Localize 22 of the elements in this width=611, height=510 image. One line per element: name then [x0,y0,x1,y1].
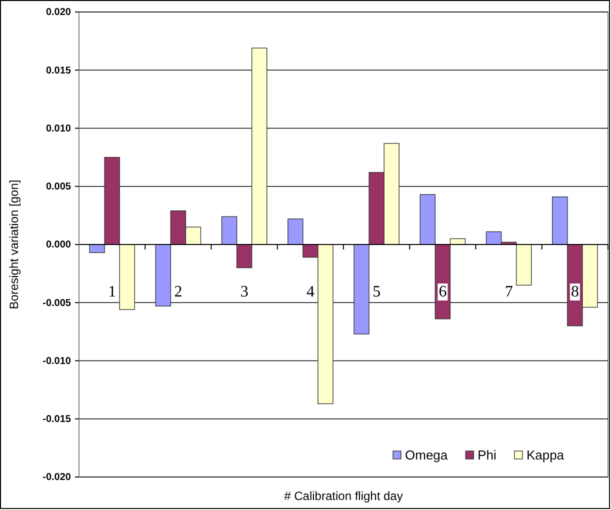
x-tick-label: 1 [108,284,116,300]
x-tick-label: 7 [504,284,513,300]
x-tick-label: 5 [372,284,381,300]
y-axis-title: Boresight variation [gon] [7,180,21,310]
y-tick-label: 0.000 [46,240,72,251]
legend-label: Phi [478,448,497,462]
x-axis-title: # Calibration flight day [284,489,403,503]
y-tick-label: -0.015 [42,414,72,426]
y-tick-label: -0.005 [42,298,72,309]
y-tick-label: 0.010 [46,123,72,134]
x-tick-label: 3 [240,284,248,300]
legend-label: Kappa [526,448,565,462]
y-tick-label: 0.020 [46,7,72,18]
x-tick-label: 4 [306,284,314,300]
y-tick-label: 0.005 [46,182,72,193]
y-tick-label: -0.010 [42,356,72,367]
x-tick-label: 2 [174,284,182,300]
x-tick-label: 8 [570,284,579,300]
x-tick-label: 6 [438,284,447,300]
y-tick-label: 0.015 [46,65,72,76]
y-tick-label: -0.020 [42,472,72,484]
legend-label: Omega [405,448,448,462]
